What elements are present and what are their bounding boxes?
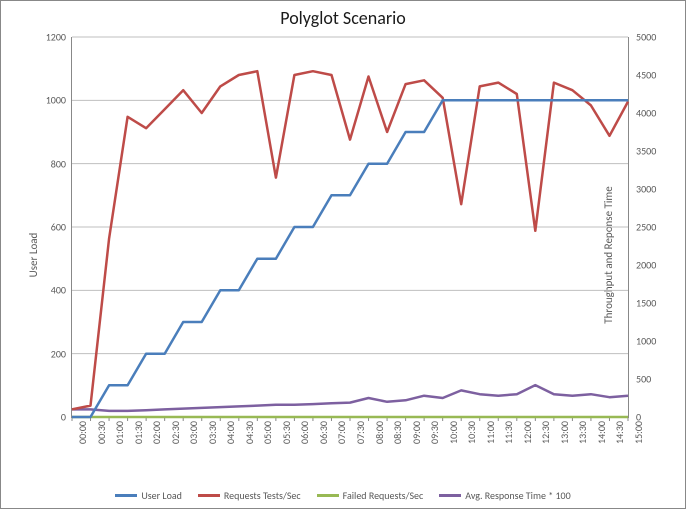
legend-swatch <box>439 494 461 497</box>
x-tick-label: 08:00 <box>373 421 386 444</box>
x-tick-label: 13:30 <box>576 421 589 444</box>
y-right-tick-label: 1000 <box>636 335 676 348</box>
y-left-tick-label: 400 <box>16 284 66 297</box>
x-tick-label: 11:00 <box>484 421 497 444</box>
series-avg_response <box>72 385 628 411</box>
legend-swatch <box>198 494 220 497</box>
chart-title: Polyglot Scenario <box>1 7 685 29</box>
legend: User Load Requests Tests/Sec Failed Reques… <box>1 487 685 502</box>
x-tick-label: 03:30 <box>206 421 219 444</box>
y-left-tick-label: 800 <box>16 157 66 170</box>
x-tick-label: 00:00 <box>76 421 89 444</box>
legend-swatch <box>115 494 137 497</box>
y-right-tick-label: 500 <box>636 373 676 386</box>
legend-item-avg_response: Avg. Response Time * 100 <box>439 489 570 502</box>
x-tick-label: 07:30 <box>354 421 367 444</box>
x-tick-label: 06:30 <box>317 421 330 444</box>
x-tick-label: 14:00 <box>595 421 608 444</box>
plot-svg <box>72 37 628 417</box>
x-tick-label: 15:00 <box>632 421 645 444</box>
y-left-tick-label: 200 <box>16 347 66 360</box>
x-tick-label: 05:00 <box>261 421 274 444</box>
legend-label: Avg. Response Time * 100 <box>465 489 570 502</box>
legend-label: Failed Requests/Sec <box>343 489 424 502</box>
chart-container: Polyglot Scenario User Load Throughput a… <box>0 0 686 509</box>
x-tick-label: 05:30 <box>280 421 293 444</box>
y-left-tick-label: 1200 <box>16 31 66 44</box>
x-tick-label: 12:30 <box>539 421 552 444</box>
y-left-tick-label: 1000 <box>16 94 66 107</box>
x-tick-label: 10:30 <box>465 421 478 444</box>
y-right-tick-label: 4000 <box>636 107 676 120</box>
y-left-tick-label: 600 <box>16 221 66 234</box>
x-tick-label: 09:00 <box>410 421 423 444</box>
x-tick-label: 13:00 <box>558 421 571 444</box>
x-tick-label: 11:30 <box>502 421 515 444</box>
x-tick-label: 06:00 <box>298 421 311 444</box>
y-right-tick-label: 4500 <box>636 69 676 82</box>
x-tick-label: 09:30 <box>428 421 441 444</box>
series-requests_per_sec <box>72 71 628 409</box>
y-right-tick-label: 1500 <box>636 297 676 310</box>
y-right-tick-label: 3000 <box>636 183 676 196</box>
x-tick-label: 07:00 <box>335 421 348 444</box>
y-right-tick-label: 5000 <box>636 31 676 44</box>
x-tick-label: 01:30 <box>132 421 145 444</box>
x-tick-label: 02:30 <box>169 421 182 444</box>
legend-item-failed_per_sec: Failed Requests/Sec <box>317 489 424 502</box>
x-tick-label: 04:00 <box>224 421 237 444</box>
x-tick-label: 02:00 <box>150 421 163 444</box>
x-tick-label: 10:00 <box>447 421 460 444</box>
x-tick-label: 01:00 <box>113 421 126 444</box>
legend-label: Requests Tests/Sec <box>224 489 301 502</box>
y-right-tick-label: 2500 <box>636 221 676 234</box>
legend-label: User Load <box>141 489 182 502</box>
legend-item-requests_per_sec: Requests Tests/Sec <box>198 489 301 502</box>
x-tick-label: 04:30 <box>243 421 256 444</box>
x-tick-label: 03:00 <box>187 421 200 444</box>
x-tick-label: 14:30 <box>613 421 626 444</box>
legend-swatch <box>317 494 339 497</box>
x-tick-label: 00:30 <box>95 421 108 444</box>
y-right-tick-label: 2000 <box>636 259 676 272</box>
y-right-tick-label: 3500 <box>636 145 676 158</box>
y-left-tick-label: 0 <box>16 411 66 424</box>
x-tick-label: 12:00 <box>521 421 534 444</box>
x-tick-label: 08:30 <box>391 421 404 444</box>
y-axis-left-title: User Load <box>27 232 40 277</box>
plot-area: 0200400600800100012000500100015002000250… <box>71 37 629 418</box>
legend-item-user_load: User Load <box>115 489 182 502</box>
